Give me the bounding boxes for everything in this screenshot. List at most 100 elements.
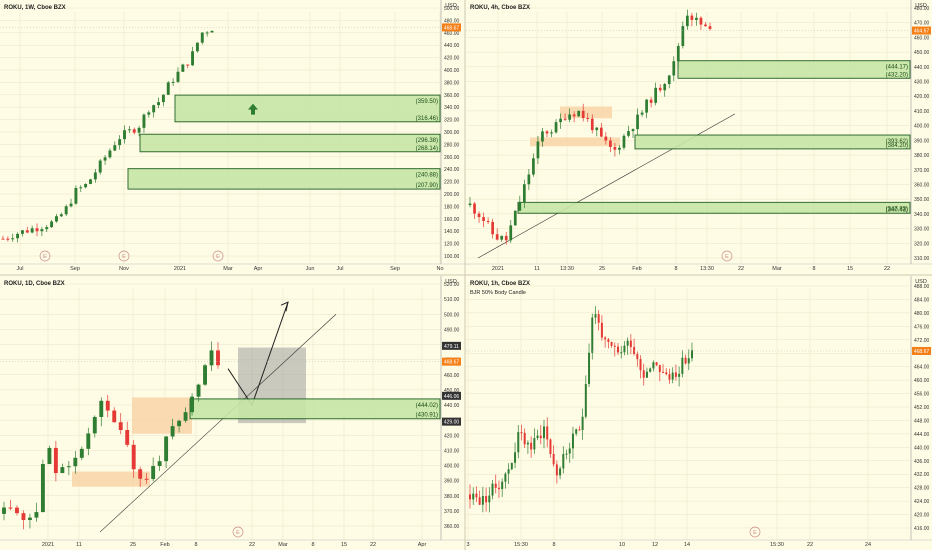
candle-body xyxy=(676,45,680,62)
price-tick-label: 100.00 xyxy=(444,254,460,260)
trend-line[interactable] xyxy=(99,314,337,533)
price-badge-label: 429.00 xyxy=(444,420,460,426)
price-tick-label: 310.00 xyxy=(914,256,930,262)
chart-subtitle: BJR 50% Body Candle xyxy=(470,290,526,296)
candle-body xyxy=(559,118,562,123)
candle-body xyxy=(571,433,574,449)
candle-body xyxy=(671,372,674,380)
earnings-marker-icon[interactable] xyxy=(118,250,130,262)
candle-body xyxy=(2,507,6,514)
candle-body xyxy=(183,412,188,421)
price-tick-label: 440.00 xyxy=(444,403,460,409)
earnings-marker-icon[interactable] xyxy=(39,250,51,262)
candle-body xyxy=(604,136,608,141)
candle-body xyxy=(600,322,603,338)
demand-zone[interactable] xyxy=(174,94,441,123)
candle-body xyxy=(545,131,549,134)
time-tick-label: 13:30 xyxy=(700,266,714,272)
candle-body xyxy=(40,229,44,232)
weekly-chart-panel[interactable]: (359.50) (316.46) (296.38) (268.14) (240.88)… xyxy=(0,0,470,272)
time-tick-label: Feb xyxy=(160,542,169,548)
candle-body xyxy=(642,370,645,378)
candle-body xyxy=(125,430,130,445)
time-tick-label: Mar xyxy=(772,266,782,272)
demand-zone[interactable] xyxy=(677,60,911,79)
axis-currency-label: USD xyxy=(915,279,927,285)
price-badge[interactable] xyxy=(442,341,461,350)
time-tick-label: 10 xyxy=(619,542,625,548)
price-tick-label: 380.00 xyxy=(914,153,930,159)
candle-body xyxy=(599,127,603,137)
h4-chart-panel[interactable]: (444.17)(432.20) (393.62)(384.20) (347.83)… xyxy=(466,0,932,272)
zone-label-high: (359.50) xyxy=(416,99,438,105)
price-tick-label: 460.00 xyxy=(914,378,930,384)
candle-body xyxy=(627,131,630,136)
price-tick-label: 320.00 xyxy=(444,118,460,124)
candle-body xyxy=(518,201,522,211)
time-tick-label: Jul xyxy=(336,266,343,272)
earnings-marker-icon[interactable] xyxy=(212,250,224,262)
demand-zone[interactable] xyxy=(634,134,911,150)
price-badge[interactable] xyxy=(912,346,931,355)
candle-body xyxy=(568,448,571,454)
time-tick-label: 2021 xyxy=(492,266,504,272)
demand-zone[interactable] xyxy=(127,168,441,190)
time-tick-label: 8 xyxy=(311,542,314,548)
candle-body xyxy=(79,448,84,458)
zone-label-high: (240.88) xyxy=(416,173,438,179)
candle-body xyxy=(166,82,170,95)
earnings-marker-icon[interactable] xyxy=(232,526,244,538)
earnings-marker-icon[interactable] xyxy=(721,250,733,262)
candle-body xyxy=(639,359,642,371)
time-tick-label: 15:30 xyxy=(514,542,528,548)
candle-body xyxy=(581,416,584,431)
price-tick-label: 476.00 xyxy=(914,324,930,330)
price-badge-label: 446.06 xyxy=(444,394,460,400)
zone-label-low: (430.91) xyxy=(416,413,438,419)
candle-body xyxy=(15,507,19,514)
candle-body xyxy=(157,102,160,106)
candle-body xyxy=(21,513,26,520)
candle-body xyxy=(626,340,629,346)
candle-body xyxy=(27,517,32,520)
candle-body xyxy=(507,469,510,474)
candle-body xyxy=(504,473,507,482)
price-badge[interactable] xyxy=(912,26,931,35)
price-tick-label: 400.00 xyxy=(444,68,460,74)
price-tick-label: 488.00 xyxy=(914,284,930,290)
price-tick-label: 440.00 xyxy=(914,445,930,451)
price-tick-label: 452.00 xyxy=(914,405,930,411)
candle-body xyxy=(16,233,20,239)
demand-zone[interactable] xyxy=(189,398,441,420)
time-tick-label: 12 xyxy=(652,542,658,548)
candle-body xyxy=(481,495,484,505)
candle-body xyxy=(514,452,517,463)
price-tick-label: 484.00 xyxy=(914,297,930,303)
price-tick-label: 430.00 xyxy=(914,80,930,86)
price-tick-label: 460.00 xyxy=(444,31,460,37)
demand-zone[interactable] xyxy=(139,133,441,153)
chart-background xyxy=(466,0,931,264)
price-badge[interactable] xyxy=(442,357,461,366)
price-badge[interactable] xyxy=(442,417,461,426)
price-tick-label: 472.00 xyxy=(914,338,930,344)
candle-body xyxy=(613,345,616,347)
time-tick-label: Jun xyxy=(306,266,315,272)
price-badge[interactable] xyxy=(442,391,461,400)
earnings-marker-label: E xyxy=(753,530,757,536)
price-tick-label: 460.00 xyxy=(444,373,460,379)
candle-body xyxy=(668,374,671,380)
price-badge[interactable] xyxy=(442,23,461,32)
candle-body xyxy=(623,345,626,353)
earnings-marker-icon[interactable] xyxy=(749,526,761,538)
zone-label-low: (268.14) xyxy=(416,146,438,152)
candle-body xyxy=(477,213,481,218)
price-tick-label: 428.00 xyxy=(914,486,930,492)
candle-body xyxy=(491,483,494,496)
chart-title: ROKU, 1W, Cboe BZX xyxy=(4,5,66,11)
price-tick-label: 390.00 xyxy=(444,479,460,485)
candle-body xyxy=(658,365,661,372)
h1-chart-panel[interactable]: USD488.00484.00480.00476.00472.00468.004… xyxy=(466,276,932,548)
demand-zone[interactable] xyxy=(517,201,911,214)
